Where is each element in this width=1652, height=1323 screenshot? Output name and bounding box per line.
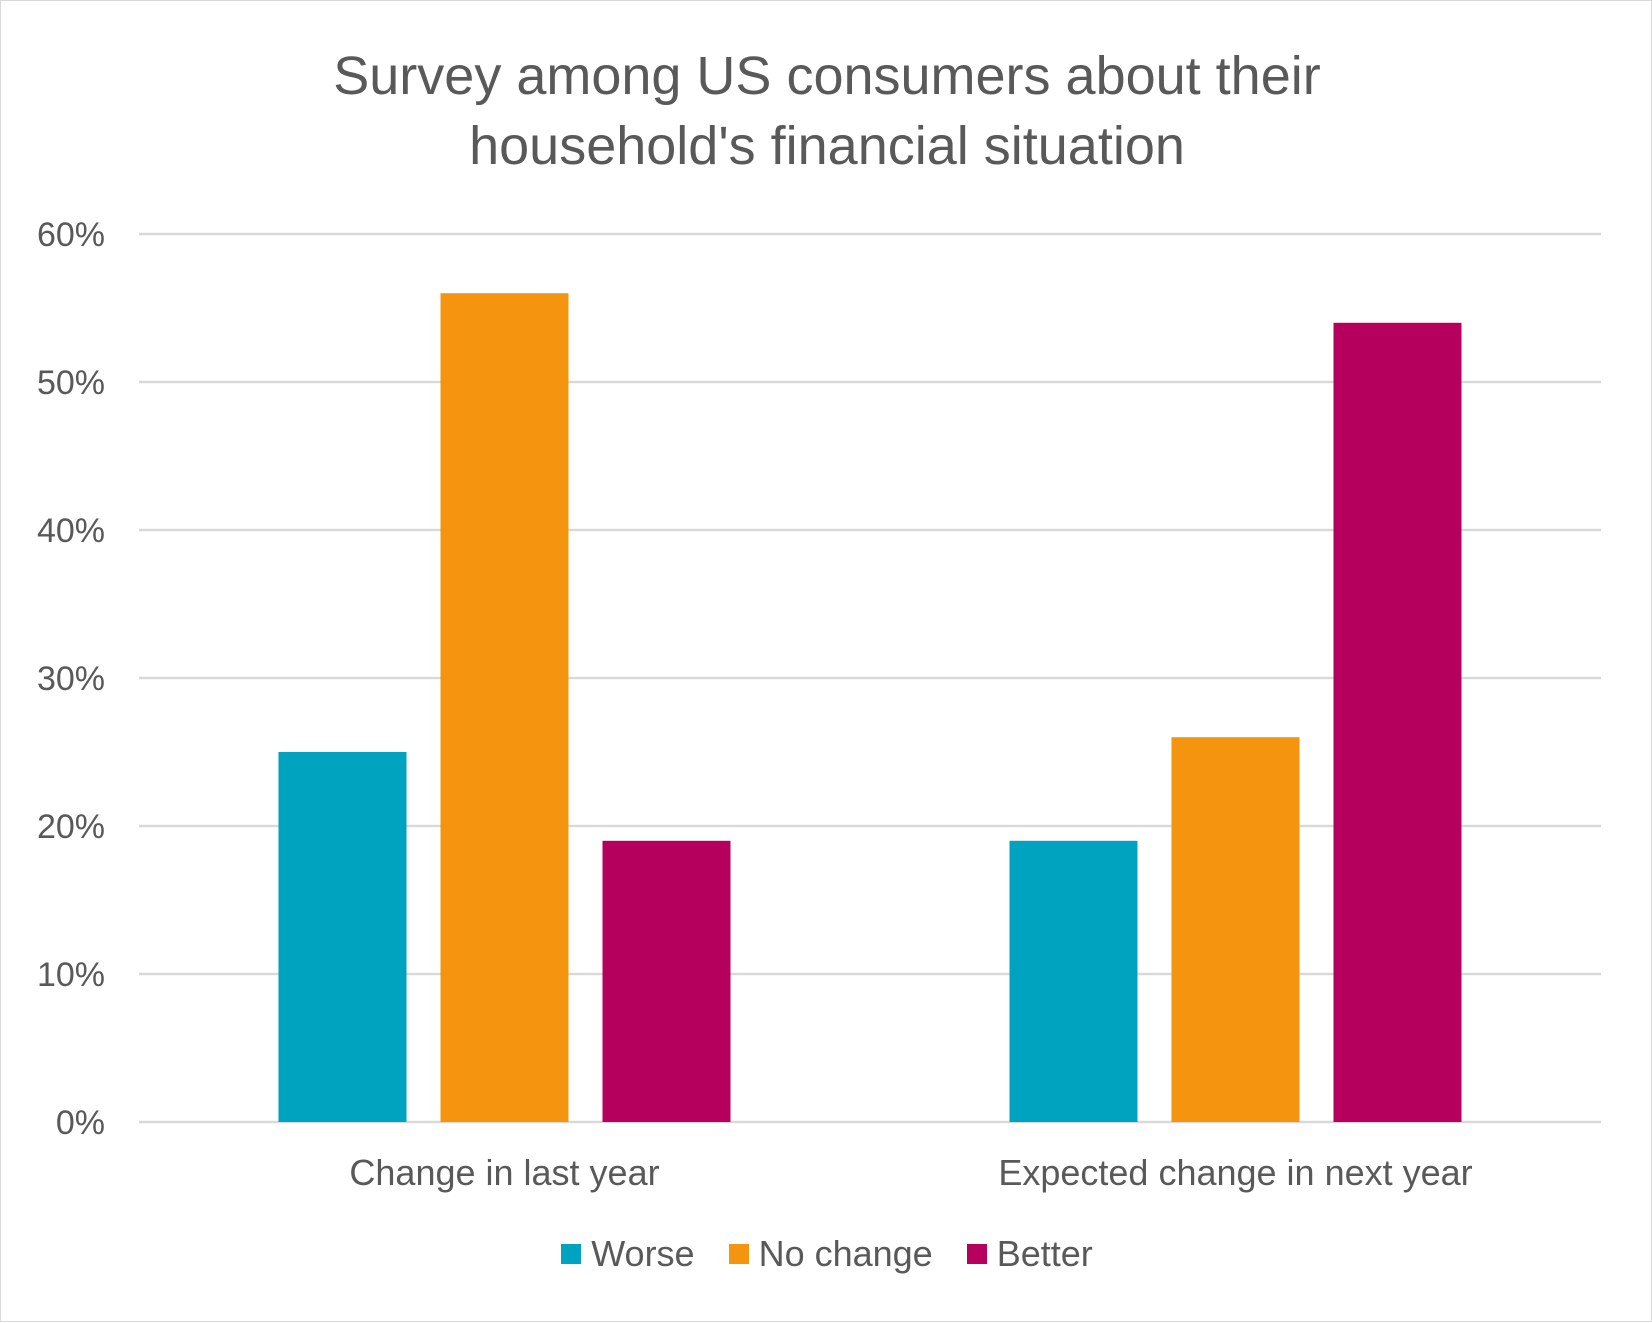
legend-label: Worse xyxy=(591,1233,695,1274)
chart-legend: Worse No change Better xyxy=(1,1233,1652,1275)
legend-label: Better xyxy=(996,1233,1093,1274)
bar-no-change xyxy=(440,293,569,1122)
y-tick-label: 50% xyxy=(37,364,105,402)
y-tick-label: 40% xyxy=(37,512,105,550)
legend-item: No change xyxy=(728,1233,933,1275)
legend-label: No change xyxy=(758,1233,933,1274)
bar-better xyxy=(602,840,731,1122)
bar-no-change xyxy=(1171,737,1300,1122)
y-tick-label: 60% xyxy=(37,216,105,254)
legend-swatch xyxy=(728,1244,749,1264)
x-tick-label: Expected change in next year xyxy=(998,1152,1472,1193)
x-tick-label: Change in last year xyxy=(349,1152,659,1193)
y-tick-label: 30% xyxy=(37,660,105,698)
chart-title: Survey among US consumers about their ho… xyxy=(333,46,1321,176)
y-tick-label: 0% xyxy=(56,1104,105,1142)
y-tick-label: 20% xyxy=(37,808,105,846)
legend-swatch xyxy=(966,1244,987,1264)
legend-item: Worse xyxy=(561,1233,695,1275)
bar-worse xyxy=(278,752,407,1122)
bar-better xyxy=(1333,322,1462,1122)
legend-item: Better xyxy=(966,1233,1093,1275)
y-tick-label: 10% xyxy=(37,956,105,994)
bar-worse xyxy=(1009,840,1138,1122)
legend-swatch xyxy=(561,1244,582,1264)
